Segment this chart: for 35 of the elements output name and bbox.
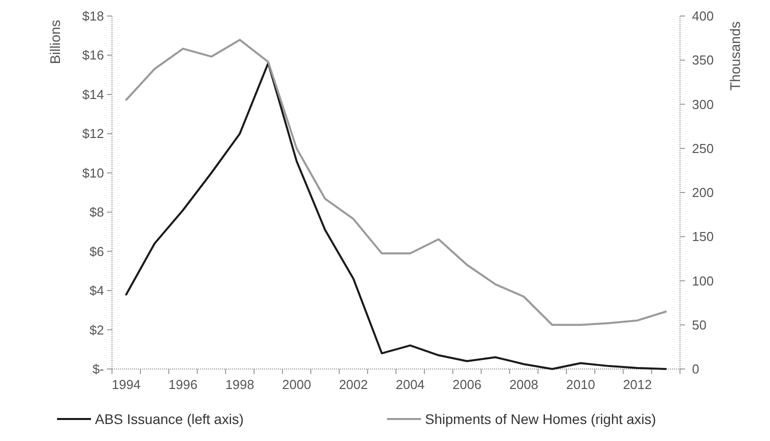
y2-tick-label: 250 (692, 140, 714, 156)
y-tick-label: $- (92, 362, 104, 376)
line-series (125, 62, 667, 370)
x-tick-label: 2000 (282, 377, 312, 392)
legend-label: ABS Issuance (left axis) (95, 411, 244, 427)
line-series (125, 38, 667, 326)
y-tick-label: $6 (90, 244, 104, 259)
x-tick-label: 2012 (622, 377, 652, 392)
y2-tick-label: 200 (692, 185, 714, 200)
x-tick-label: 2004 (396, 377, 425, 392)
y2-tick-label: 50 (692, 317, 706, 332)
y2-tick-label: 150 (692, 229, 714, 244)
y-tick-label: $10 (82, 165, 104, 180)
y2-tick-label: 350 (692, 52, 714, 68)
y2-axis-title: Thousands (727, 21, 743, 91)
x-tick-label: 1996 (168, 377, 198, 392)
legend-label: Shipments of New Homes (right axis) (425, 411, 656, 427)
y2-tick-label: 400 (692, 8, 714, 24)
y-tick-label: $2 (90, 322, 104, 338)
y-tick-label: $14 (82, 86, 104, 102)
x-tick-label: 2002 (338, 377, 368, 392)
y2-tick-label: 100 (692, 273, 714, 288)
y-axis-title: Billions (47, 20, 63, 64)
y-tick-label: $8 (90, 204, 104, 220)
x-tick-label: 2008 (509, 377, 538, 392)
y2-tick-label: 300 (692, 96, 714, 112)
y-tick-label: $18 (82, 8, 104, 24)
y-tick-label: $16 (82, 48, 104, 63)
x-tick-label: 2006 (452, 377, 482, 392)
y-tick-label: $12 (82, 126, 104, 142)
x-tick-label: 1994 (112, 377, 141, 392)
y-tick-label: $4 (90, 283, 104, 298)
x-tick-label: 1998 (225, 377, 254, 392)
y2-tick-label: 0 (692, 362, 700, 376)
x-tick-label: 2010 (566, 377, 596, 392)
